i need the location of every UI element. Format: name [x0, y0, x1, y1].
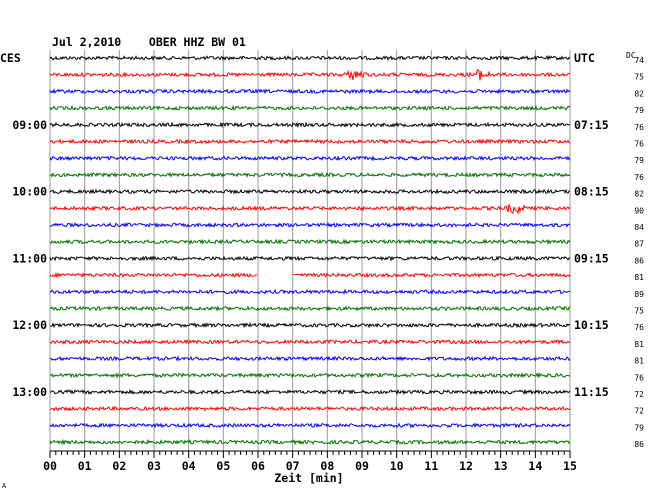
dc-label: DC — [626, 51, 636, 60]
x-tick-label: 03 — [147, 459, 161, 473]
trace-row-10 — [49, 221, 571, 229]
x-tick-label: 00 — [43, 459, 57, 473]
trace-row-2 — [49, 88, 571, 95]
right-hour-labels: UTC 07:15 08:15 09:15 10:15 11:15 — [574, 51, 609, 399]
x-tick-label: 02 — [112, 459, 126, 473]
trace-row-0 — [49, 55, 571, 62]
dc-value: 82 — [634, 89, 644, 98]
dc-value: 75 — [634, 307, 644, 316]
right-hour-label: UTC — [574, 51, 595, 65]
left-hour-label: 13:00 — [12, 385, 47, 399]
dc-values-column: 74 75 82 79 76 76 79 76 82 90 84 87 86 81 89 75 76 81 81 76… — [634, 56, 644, 449]
left-hour-label: 11:00 — [12, 251, 47, 265]
left-hour-label: 09:00 — [12, 118, 47, 132]
chart-title: Jul 2,2010 OBER HHZ BW 01 — [52, 35, 246, 49]
x-axis: 00 01 02 03 04 05 06 07 08 09 10 11 12 13 14 15 — [43, 450, 577, 473]
trace-row-6 — [49, 155, 571, 162]
trace-row-12 — [49, 255, 571, 262]
dc-value: 81 — [634, 340, 644, 349]
dc-value: 81 — [634, 357, 644, 366]
trace-row-14 — [49, 288, 571, 295]
right-hour-label: 10:15 — [574, 318, 609, 332]
x-tick-label: 12 — [459, 459, 473, 473]
trace-row-19 — [49, 371, 571, 379]
trace-row-20 — [49, 388, 571, 396]
trace-row-3 — [49, 104, 571, 112]
trace-row-15 — [49, 305, 571, 312]
trace-row-1 — [49, 68, 571, 81]
x-tick-label: 07 — [286, 459, 300, 473]
dc-value: 82 — [634, 190, 644, 199]
left-hour-label: 10:00 — [12, 185, 47, 199]
x-tick-label: 08 — [320, 459, 334, 473]
trace-row-9 — [49, 204, 571, 215]
trace-row-7 — [49, 171, 571, 179]
trace-row-23 — [49, 438, 571, 446]
x-tick-label: 14 — [528, 459, 542, 473]
dc-value: 76 — [634, 123, 644, 132]
dc-value: 89 — [634, 290, 644, 299]
dc-value: 87 — [634, 240, 644, 249]
x-tick-label: 13 — [494, 459, 508, 473]
trace-row-5 — [49, 138, 571, 145]
dc-value: 76 — [634, 140, 644, 149]
dc-value: 79 — [634, 423, 644, 432]
left-hour-label: 12:00 — [12, 318, 47, 332]
dc-value: 79 — [634, 156, 644, 165]
x-tick-label: 10 — [390, 459, 404, 473]
dc-value: 86 — [634, 256, 644, 265]
dc-value: 79 — [634, 106, 644, 115]
dc-value: 86 — [634, 440, 644, 449]
right-hour-label: 08:15 — [574, 185, 609, 199]
footer-mark: A — [2, 482, 7, 490]
minute-grid — [49, 50, 571, 451]
dc-value: 90 — [634, 206, 644, 215]
dc-value: 74 — [634, 56, 644, 65]
x-tick-label: 04 — [182, 459, 196, 473]
dc-value: 84 — [634, 223, 644, 232]
dc-value: 76 — [634, 373, 644, 382]
dc-value: 75 — [634, 73, 644, 82]
trace-row-11 — [49, 238, 571, 245]
dc-value: 76 — [634, 173, 644, 182]
x-tick-label: 01 — [78, 459, 92, 473]
dc-value: 81 — [634, 273, 644, 282]
trace-row-22 — [49, 422, 571, 429]
left-hour-labels: 09:00 10:00 11:00 12:00 13:00 — [12, 118, 47, 399]
right-hour-label: 07:15 — [574, 118, 609, 132]
dc-value: 76 — [634, 323, 644, 332]
x-tick-label: 15 — [563, 459, 577, 473]
trace-row-21 — [49, 405, 571, 412]
seismic-traces — [49, 55, 571, 446]
trace-row-17 — [49, 338, 571, 345]
left-timezone-label: CES — [0, 51, 21, 65]
x-tick-label: 05 — [216, 459, 230, 473]
right-hour-label: 11:15 — [574, 385, 609, 399]
x-axis-label: Zeit [min] — [274, 471, 343, 485]
trace-row-13 — [49, 271, 571, 279]
trace-row-18 — [49, 355, 571, 362]
x-tick-label: 11 — [424, 459, 438, 473]
dc-value: 72 — [634, 390, 644, 399]
trace-row-4 — [49, 121, 571, 129]
trace-row-16 — [49, 322, 570, 329]
dc-value: 72 — [634, 407, 644, 416]
right-hour-label: 09:15 — [574, 251, 609, 265]
x-tick-label: 06 — [251, 459, 265, 473]
x-tick-label: 09 — [355, 459, 369, 473]
trace-row-8 — [49, 188, 571, 195]
